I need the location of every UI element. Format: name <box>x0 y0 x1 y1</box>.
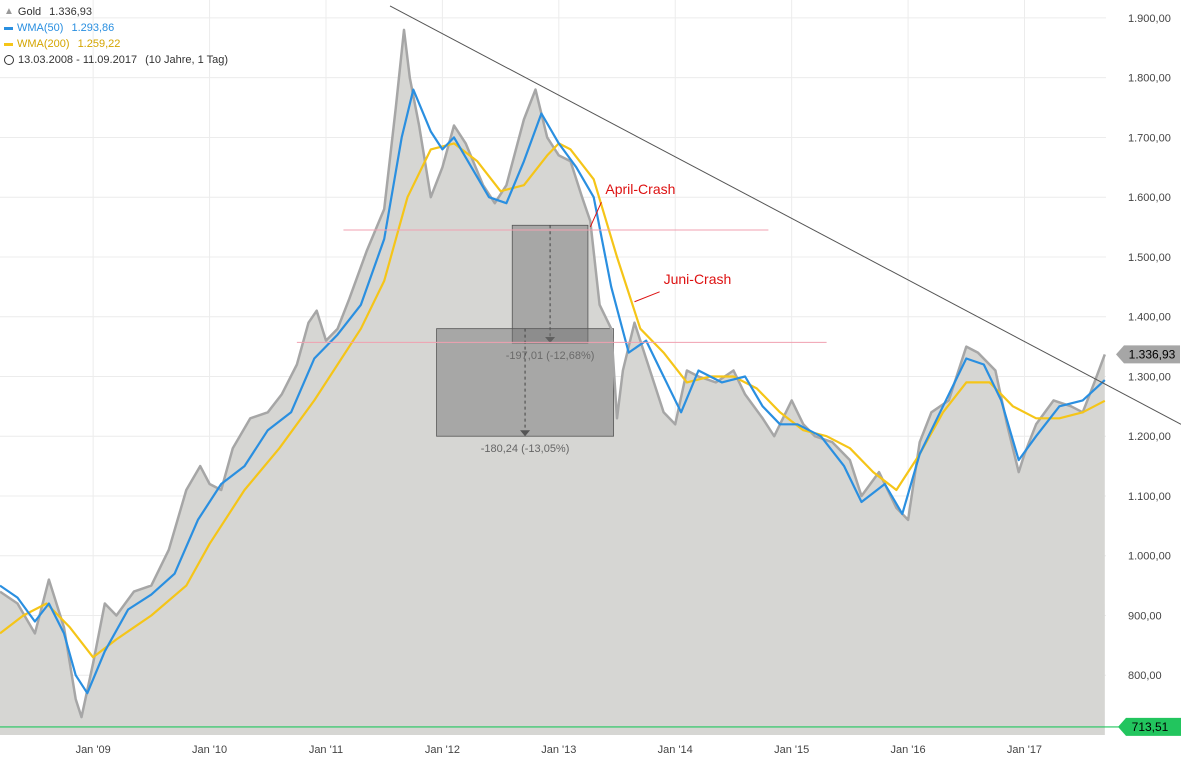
legend-series-name: WMA(200) <box>17 38 70 50</box>
line-icon <box>4 42 13 46</box>
y-tick-label: 900,00 <box>1128 610 1162 622</box>
legend-item-wma200[interactable]: WMA(200) 1.259,22 <box>4 36 228 52</box>
legend-item-gold[interactable]: ▲ Gold 1.336,93 <box>4 4 228 20</box>
y-tick-label: 1.600,00 <box>1128 192 1171 204</box>
area-chart-icon: ▲ <box>4 6 14 17</box>
last-price-label: 1.336,93 <box>1129 347 1176 361</box>
y-tick-label: 1.100,00 <box>1128 491 1171 503</box>
y-tick-label: 1.300,00 <box>1128 371 1171 383</box>
clock-icon <box>4 55 14 65</box>
april-crash-label: April-Crash <box>605 181 675 197</box>
range-note-text: (10 Jahre, 1 Tag) <box>145 54 229 66</box>
x-tick-label: Jan '14 <box>658 744 693 756</box>
legend-series-name: WMA(50) <box>17 22 64 34</box>
measure-arrow-head <box>520 430 531 437</box>
date-range-text: 13.03.2008 - 11.09.2017 <box>18 54 138 66</box>
x-tick-label: Jan '16 <box>891 744 926 756</box>
legend-series-value: 1.293,86 <box>71 22 115 34</box>
y-tick-label: 800,00 <box>1128 670 1162 682</box>
wma50-line <box>0 88 1106 695</box>
line-icon <box>4 26 13 30</box>
x-tick-label: Jan '11 <box>309 744 343 756</box>
x-tick-label: Jan '15 <box>774 744 809 756</box>
baseline-tag-label: 713,51 <box>1132 720 1169 734</box>
legend-item-wma50[interactable]: WMA(50) 1.293,86 <box>4 20 228 36</box>
x-tick-label: Jan '13 <box>541 744 576 756</box>
y-tick-label: 1.200,00 <box>1128 431 1171 443</box>
crash-pointer-line <box>634 291 660 303</box>
chart-legend: ▲ Gold 1.336,93 WMA(50) 1.293,86 WMA(200… <box>4 4 228 68</box>
gold-area-fill <box>0 29 1105 735</box>
legend-series-value: 1.259,22 <box>77 38 121 50</box>
measure-label: -180,24 (-13,05%) <box>481 443 570 455</box>
legend-series-value: 1.336,93 <box>49 6 92 18</box>
x-tick-label: Jan '12 <box>425 744 460 756</box>
y-tick-label: 1.500,00 <box>1128 252 1171 264</box>
baseline-tag <box>1118 717 1181 736</box>
crash-pointer-line <box>589 202 602 228</box>
legend-date-range: 13.03.2008 - 11.09.2017 (10 Jahre, 1 Tag… <box>4 52 228 68</box>
june-crash-label: Juni-Crash <box>664 271 732 287</box>
downtrend-line <box>389 5 1181 425</box>
y-tick-label: 1.900,00 <box>1128 13 1171 25</box>
last-price-tag <box>1116 345 1180 364</box>
measure-label: -197,01 (-12,68%) <box>506 350 595 362</box>
y-tick-label: 1.400,00 <box>1128 312 1171 324</box>
y-tick-label: 1.800,00 <box>1128 73 1171 85</box>
april-crash-box <box>511 224 589 344</box>
legend-series-name: Gold <box>17 6 42 18</box>
x-tick-label: Jan '09 <box>76 744 111 756</box>
measure-arrow-head <box>545 337 556 343</box>
y-tick-label: 1.000,00 <box>1128 551 1171 563</box>
x-tick-label: Jan '17 <box>1007 744 1042 756</box>
x-tick-label: Jan '10 <box>192 744 227 756</box>
y-tick-label: 1.700,00 <box>1128 132 1171 144</box>
